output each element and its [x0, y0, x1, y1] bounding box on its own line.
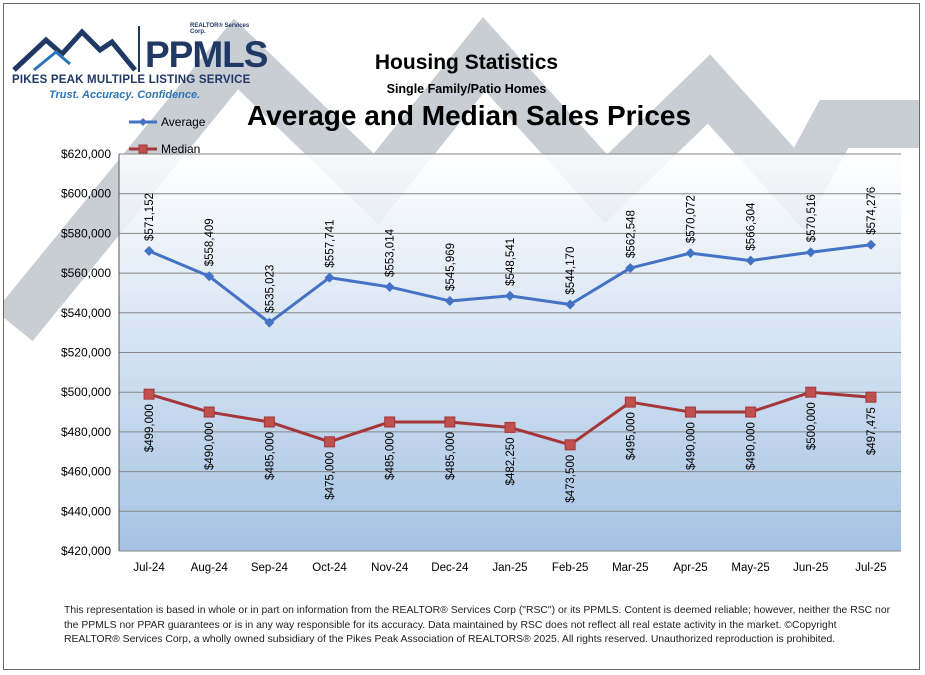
logo-divider [138, 26, 140, 72]
logo-corp-text: REALTOR® Services Corp. [190, 23, 250, 35]
data-point-average [324, 272, 335, 283]
data-label-median: $485,000 [264, 432, 276, 480]
data-point-average [204, 271, 215, 282]
logo-organization-name: PIKES PEAK MULTIPLE LISTING SERVICE [12, 74, 251, 86]
x-tick-label: Aug-24 [191, 562, 229, 574]
x-tick-label: Jul-25 [855, 562, 886, 574]
data-point-average [625, 263, 636, 274]
chart-title: Housing Statistics [374, 51, 559, 74]
x-tick-label: Jul-24 [133, 562, 165, 574]
data-point-average [384, 281, 395, 292]
data-label-median: $482,250 [505, 437, 517, 485]
data-point-average [264, 317, 275, 328]
x-tick-label: May-25 [731, 562, 769, 574]
data-point-median [684, 406, 696, 418]
data-label-average: $553,014 [385, 228, 397, 277]
x-tick-label: Feb-25 [552, 562, 588, 574]
data-label-average: $557,741 [325, 220, 337, 268]
data-point-average [505, 290, 515, 301]
data-point-median [504, 421, 516, 433]
y-tick-label: $620,000 [61, 147, 111, 161]
data-label-median: $495,000 [625, 412, 637, 460]
data-label-median: $490,000 [685, 422, 697, 470]
x-tick-label: Jan-25 [492, 562, 527, 574]
data-label-average: $535,023 [264, 265, 276, 313]
legend-average-label: Average [161, 115, 206, 129]
data-point-average [685, 248, 696, 259]
data-point-median [263, 416, 275, 428]
y-tick-label: $560,000 [61, 266, 111, 280]
data-point-median [143, 388, 155, 400]
data-point-median [203, 406, 215, 418]
chart-subtitle: Single Family/Patio Homes [386, 82, 547, 96]
data-label-average: $544,170 [565, 247, 577, 295]
data-label-median: $497,475 [866, 407, 878, 455]
y-tick-label: $580,000 [61, 226, 111, 240]
legend-average-marker [139, 118, 147, 126]
chart-heading: Average and Median Sales Prices [246, 100, 692, 131]
line-chart: $420,000 $440,000 $460,000 $480,000 $500,000… [61, 147, 901, 574]
y-tick-label: $460,000 [61, 465, 111, 479]
logo-tagline: Trust. Accuracy. Confidence. [49, 89, 201, 101]
data-point-median [384, 416, 396, 428]
data-point-median [444, 416, 456, 428]
x-tick-label: Mar-25 [612, 562, 648, 574]
data-label-average: $562,548 [625, 210, 637, 258]
data-point-median [865, 391, 877, 403]
y-tick-label: $520,000 [61, 346, 111, 360]
data-point-average [144, 245, 155, 256]
data-point-median [324, 436, 336, 448]
mountain-logo-icon [12, 28, 137, 72]
data-label-average: $545,969 [445, 243, 457, 291]
data-label-median: $473,500 [565, 455, 577, 503]
y-tick-label: $600,000 [61, 187, 111, 201]
legend-median-marker [138, 144, 148, 154]
data-label-median: $500,000 [806, 402, 818, 450]
data-point-median [745, 406, 757, 418]
x-tick-label: Apr-25 [673, 562, 708, 574]
data-point-average [444, 295, 455, 306]
x-tick-label: Jun-25 [793, 562, 828, 574]
data-label-average: $566,304 [746, 202, 758, 251]
data-point-median [564, 439, 576, 451]
y-tick-label: $440,000 [61, 504, 111, 518]
legend-median-label: Median [161, 142, 201, 156]
data-label-average: $574,276 [866, 187, 878, 235]
y-tick-label: $480,000 [61, 425, 111, 439]
data-label-median: $499,000 [144, 404, 156, 452]
data-label-average: $570,516 [806, 194, 818, 242]
x-tick-label: Dec-24 [431, 562, 469, 574]
x-tick-label: Oct-24 [312, 562, 347, 574]
logo-brand: PPMLS [145, 34, 268, 75]
data-point-average [865, 239, 876, 250]
data-label-median: $485,000 [445, 432, 457, 480]
data-label-average: $571,152 [144, 193, 156, 241]
data-label-median: $490,000 [746, 422, 758, 470]
chart-legend: Average Median [129, 112, 249, 162]
data-label-average: $548,541 [505, 238, 517, 286]
data-point-median [624, 396, 636, 408]
ppmls-logo: REALTOR® Services Corp. PPMLS PIKES PEAK… [12, 18, 268, 102]
data-point-average [805, 247, 816, 258]
y-tick-label: $500,000 [61, 385, 111, 399]
x-tick-label: Sep-24 [251, 562, 289, 574]
data-label-median: $475,000 [325, 452, 337, 500]
data-point-average [565, 299, 576, 310]
data-label-average: $570,072 [685, 195, 697, 243]
x-tick-label: Nov-24 [371, 562, 409, 574]
y-tick-label: $420,000 [61, 544, 111, 558]
disclaimer-text: This representation is based in whole or… [64, 605, 891, 645]
data-point-median [805, 386, 817, 398]
data-label-median: $490,000 [204, 422, 216, 470]
y-tick-label: $540,000 [61, 306, 111, 320]
chart-frame: REALTOR® Services Corp. PPMLS PIKES PEAK… [3, 3, 920, 670]
data-label-median: $485,000 [385, 432, 397, 480]
data-label-average: $558,409 [204, 218, 216, 266]
